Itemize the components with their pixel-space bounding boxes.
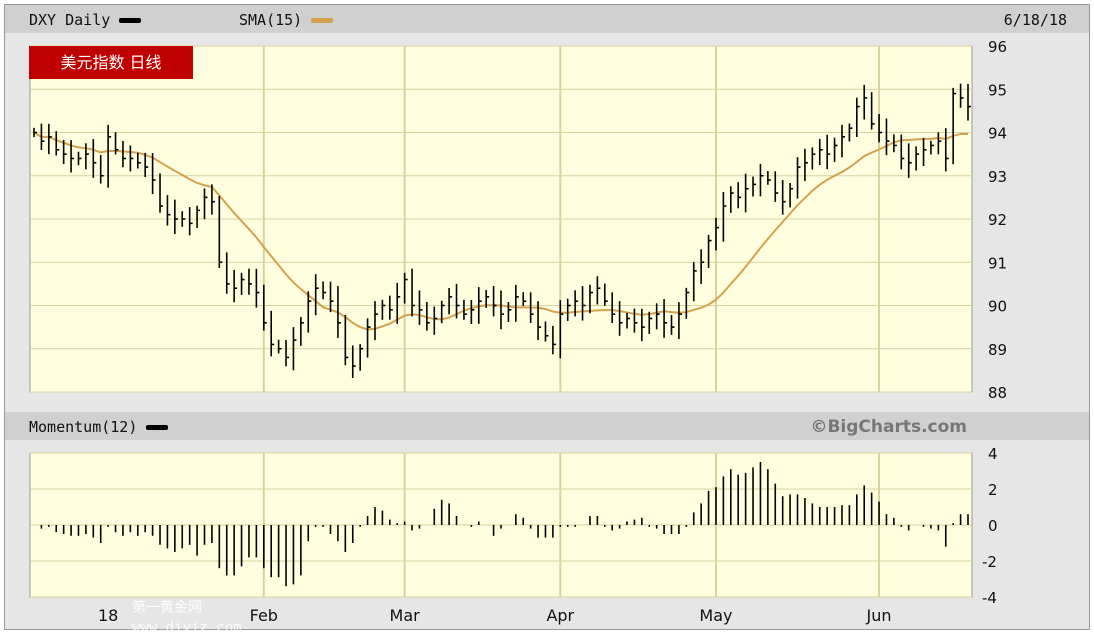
price-header: DXY Daily SMA(15) 6/18/18 — [5, 5, 1089, 33]
price-tick-label: 95 — [988, 81, 1007, 99]
momentum-tick-label: 0 — [988, 517, 998, 535]
month-label: Mar — [390, 606, 421, 625]
month-label: Jun — [866, 606, 892, 625]
price-tick-label: 94 — [988, 125, 1007, 143]
sma-legend: SMA(15) — [239, 11, 334, 29]
month-label: Feb — [250, 606, 278, 625]
momentum-tick-label: -4 — [982, 589, 997, 607]
month-label: May — [699, 606, 732, 625]
month-label: Apr — [546, 606, 574, 625]
price-tick-label: 90 — [988, 298, 1007, 316]
momentum-tick-label: 2 — [988, 481, 998, 499]
watermark-line2: www.diyiz.com — [132, 620, 242, 636]
price-tick-label: 89 — [988, 341, 1007, 359]
momentum-legend: Momentum(12) — [29, 418, 169, 436]
price-tick-label: 93 — [988, 168, 1007, 186]
momentum-header: Momentum(12) ©BigCharts.com — [5, 412, 1089, 440]
price-tick-label: 91 — [988, 254, 1007, 272]
price-tick-label: 92 — [988, 211, 1007, 229]
momentum-tick-label: 4 — [988, 445, 998, 463]
price-tick-label: 96 — [988, 38, 1007, 56]
symbol-legend: DXY Daily — [29, 11, 142, 29]
watermark: 第一黄金网 www.diyiz.com — [132, 598, 242, 638]
momentum-tick-label: -2 — [982, 553, 997, 571]
price-tick-label: 88 — [988, 384, 1007, 402]
chart-date: 6/18/18 — [1003, 11, 1067, 29]
watermark-line1: 第一黄金网 — [132, 600, 202, 616]
month-label: 18 — [98, 606, 118, 625]
copyright: ©BigCharts.com — [810, 417, 967, 437]
title-badge: 美元指数 日线 — [29, 46, 193, 79]
